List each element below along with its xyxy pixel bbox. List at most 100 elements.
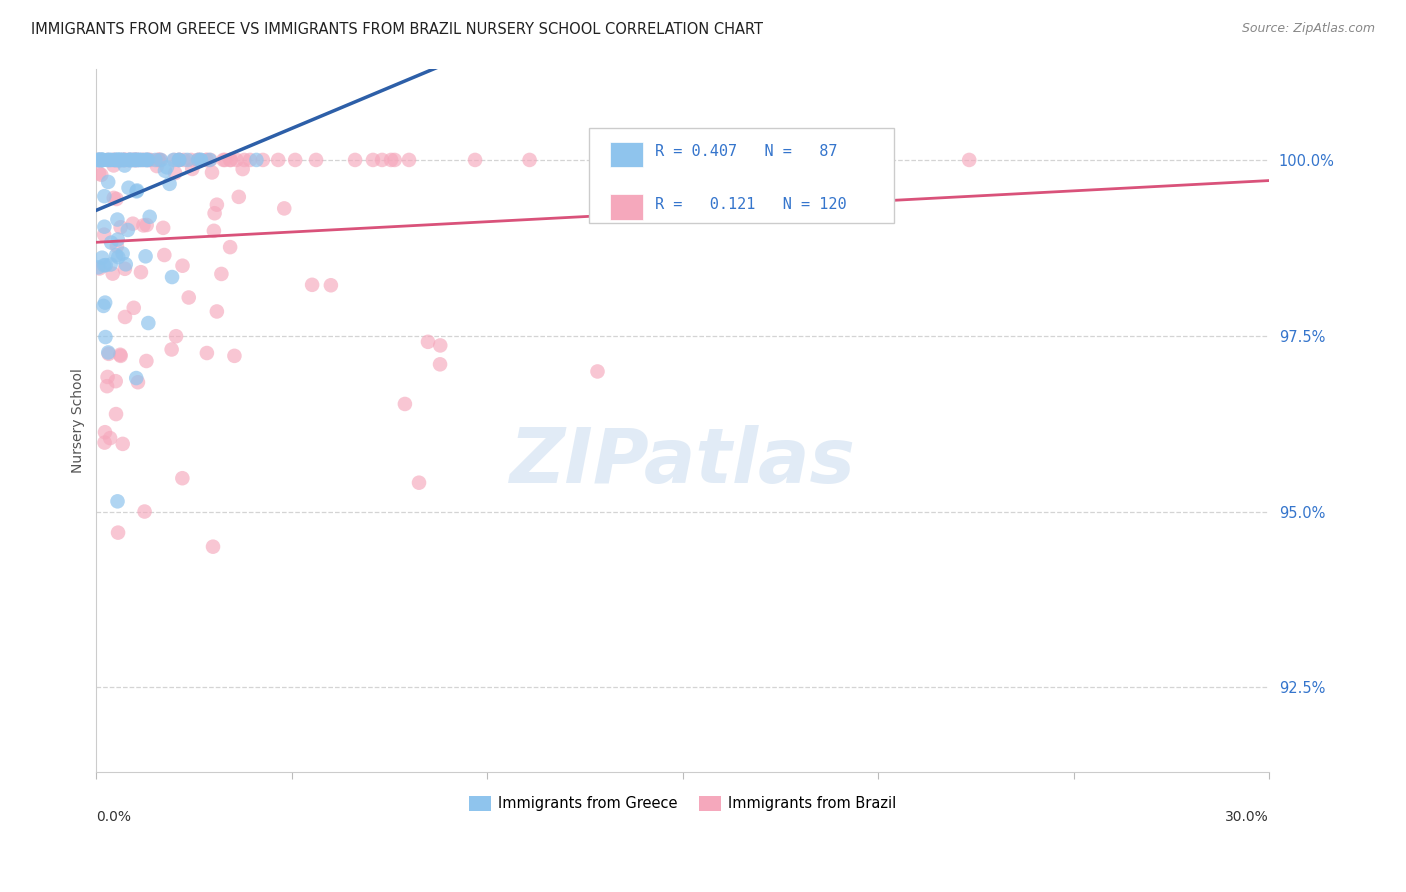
Point	[957, 153, 980, 167]
Point	[87, 153, 110, 167]
Point	[145, 153, 167, 167]
Point	[135, 153, 157, 167]
Point	[114, 153, 136, 167]
Point	[205, 304, 228, 318]
Point	[135, 354, 157, 368]
Point	[117, 180, 139, 194]
Point	[134, 504, 156, 518]
Point	[117, 223, 139, 237]
Point	[89, 153, 111, 167]
Point	[160, 270, 183, 285]
Point	[124, 153, 146, 167]
Point	[134, 153, 156, 167]
Point	[93, 227, 115, 242]
Point	[96, 379, 118, 393]
Point	[97, 347, 120, 361]
Point	[118, 153, 141, 167]
Point	[87, 153, 110, 167]
Point	[104, 153, 127, 167]
Point	[114, 310, 136, 324]
Point	[87, 153, 110, 167]
Point	[219, 153, 242, 167]
Point	[114, 257, 136, 271]
Point	[93, 299, 115, 313]
Point	[200, 153, 222, 167]
Point	[127, 153, 149, 167]
Point	[344, 153, 367, 167]
Point	[108, 153, 131, 167]
Point	[135, 153, 157, 167]
Point	[190, 153, 212, 167]
Point	[319, 278, 342, 293]
Point	[148, 153, 170, 167]
Bar	[610, 142, 643, 167]
Point	[202, 224, 225, 238]
Point	[105, 212, 128, 227]
Point	[89, 166, 111, 180]
Point	[159, 177, 181, 191]
Point	[464, 153, 486, 167]
Point	[90, 153, 112, 167]
Point	[110, 220, 132, 235]
Point	[173, 153, 195, 167]
Point	[156, 161, 179, 175]
Point	[195, 153, 218, 167]
Point	[135, 249, 157, 263]
Point	[225, 153, 247, 167]
Point	[89, 261, 111, 276]
Point	[108, 153, 131, 167]
Point	[131, 153, 153, 167]
Point	[176, 153, 198, 167]
Point	[128, 153, 150, 167]
Point	[361, 153, 384, 167]
Point	[124, 153, 146, 167]
Point	[181, 161, 204, 176]
Point	[136, 153, 159, 167]
Point	[107, 153, 129, 167]
Text: ZIPatlas: ZIPatlas	[510, 425, 856, 500]
Point	[114, 153, 136, 167]
Text: R =   0.121   N = 120: R = 0.121 N = 120	[655, 197, 846, 211]
Point	[91, 153, 114, 167]
Point	[201, 165, 224, 179]
Point	[219, 153, 242, 167]
Point	[190, 153, 212, 167]
Point	[103, 153, 125, 167]
Point	[519, 153, 541, 167]
Point	[148, 153, 170, 167]
Text: 30.0%: 30.0%	[1226, 810, 1270, 824]
Point	[212, 153, 235, 167]
Bar	[610, 194, 643, 219]
Point	[146, 159, 169, 173]
Point	[117, 153, 139, 167]
Point	[301, 277, 323, 292]
Point	[127, 184, 149, 198]
Point	[90, 153, 112, 167]
Point	[108, 153, 131, 167]
Point	[239, 153, 262, 167]
Point	[127, 375, 149, 389]
Point	[205, 197, 228, 211]
Point	[107, 232, 129, 246]
Point	[107, 250, 129, 264]
Point	[167, 153, 190, 167]
Point	[136, 153, 159, 167]
Point	[408, 475, 430, 490]
Point	[108, 348, 131, 362]
Point	[416, 334, 439, 349]
Point	[87, 260, 110, 275]
Point	[93, 189, 115, 203]
Point	[380, 153, 402, 167]
Point	[165, 329, 187, 343]
Point	[125, 153, 148, 167]
Point	[121, 153, 143, 167]
Point	[136, 316, 159, 330]
Point	[111, 246, 134, 260]
Point	[177, 291, 200, 305]
Point	[97, 153, 120, 167]
Text: Source: ZipAtlas.com: Source: ZipAtlas.com	[1241, 22, 1375, 36]
Point	[180, 153, 202, 167]
Point	[169, 153, 191, 167]
Point	[98, 153, 121, 167]
Point	[429, 338, 451, 352]
